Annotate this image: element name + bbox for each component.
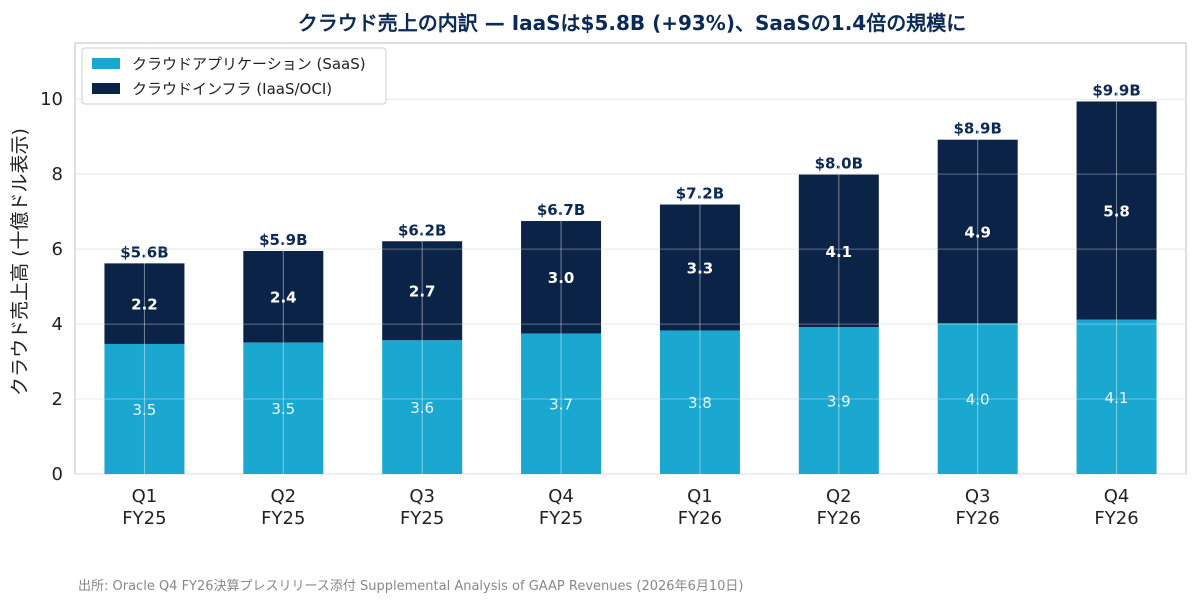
x-tick-quarter: Q2 [271,486,297,507]
saas-value-label: 3.5 [271,400,295,418]
bar-iaas [521,221,602,334]
iaas-value-label: 2.2 [131,296,158,314]
total-value-label: $6.2B [398,221,446,239]
total-value-label: $8.0B [815,155,863,173]
y-tick-label: 10 [40,89,63,110]
bar-iaas [243,251,324,343]
iaas-value-label: 2.7 [409,283,436,301]
legend-swatch-saas [92,58,120,69]
legend-box [81,47,387,105]
y-tick-label: 2 [52,389,63,410]
iaas-value-label: 3.3 [687,259,714,277]
saas-value-label: 3.9 [827,393,851,411]
saas-value-label: 3.6 [410,399,434,417]
bar-saas [798,327,879,474]
bar-iaas [937,139,1018,324]
bar-iaas [798,174,879,328]
saas-value-label: 4.0 [966,391,990,409]
iaas-value-label: 4.1 [826,243,853,261]
iaas-value-label: 3.0 [548,269,575,287]
bar-labels: 3.5 2.2 $5.6B 3.5 2.4 $5.9B 3.6 2.7 $6.2B 3.7 3.0 $… [75,43,1186,474]
x-tick-quarter: Q1 [132,486,158,507]
total-value-label: $7.2B [676,185,724,203]
legend: クラウドアプリケーション (SaaS) クラウドインフラ (IaaS/OCI) [81,47,387,105]
x-tick-year: FY26 [678,508,722,529]
x-tick-quarter: Q4 [1104,486,1130,507]
axes: 0246810Q1FY25Q2FY25Q3FY25Q4FY25Q1FY26Q2F… [40,89,1139,529]
legend-swatch-iaas [92,83,120,94]
source-note: 出所: Oracle Q4 FY26決算プレスリリース添付 Supplement… [78,579,743,594]
bar-iaas [1076,101,1157,320]
plot-frame [74,42,1187,475]
bar-saas [1076,319,1157,474]
x-tick-year: FY26 [956,508,1000,529]
iaas-value-label: 5.8 [1103,203,1130,221]
total-value-label: $6.7B [537,201,585,219]
bar-iaas [659,204,740,331]
y-tick-label: 8 [52,164,63,185]
bar-saas [243,342,324,474]
grid [74,42,1187,475]
x-tick-year: FY25 [261,508,305,529]
bar-saas [104,343,185,474]
saas-value-label: 3.5 [133,401,157,419]
saas-value-label: 3.8 [688,394,712,412]
legend-label-iaas: クラウドインフラ (IaaS/OCI) [132,80,332,98]
bars [104,101,1157,474]
chart-title: クラウド売上の内訳 — IaaSは$5.8B (+93%)、SaaSの1.4倍の… [298,11,966,35]
bar-iaas [382,241,463,341]
saas-value-label: 4.1 [1105,389,1129,407]
y-tick-label: 6 [52,239,63,260]
bar-saas [937,323,1018,474]
x-tick-year: FY26 [817,508,861,529]
iaas-value-label: 4.9 [964,224,991,242]
total-value-label: $8.9B [953,120,1001,138]
x-tick-quarter: Q1 [687,486,713,507]
x-tick-quarter: Q3 [409,486,435,507]
y-tick-label: 0 [52,464,63,485]
y-tick-label: 4 [52,314,63,335]
total-value-label: $5.6B [120,243,168,261]
x-tick-year: FY26 [1094,508,1138,529]
x-tick-quarter: Q2 [826,486,852,507]
iaas-value-label: 2.4 [270,289,297,307]
bar-saas [382,340,463,474]
x-tick-year: FY25 [539,508,583,529]
bar-saas [521,333,602,474]
total-value-label: $9.9B [1092,81,1140,99]
y-axis-label: クラウド売上高 (十億ドル表示) [9,128,31,396]
x-tick-quarter: Q4 [548,486,574,507]
x-tick-quarter: Q3 [965,486,991,507]
x-tick-year: FY25 [400,508,444,529]
legend-label-saas: クラウドアプリケーション (SaaS) [132,55,366,73]
bar-iaas [104,263,185,344]
saas-value-label: 3.7 [549,396,573,414]
total-value-label: $5.9B [259,231,307,249]
bar-saas [659,330,740,474]
x-tick-year: FY25 [122,508,166,529]
